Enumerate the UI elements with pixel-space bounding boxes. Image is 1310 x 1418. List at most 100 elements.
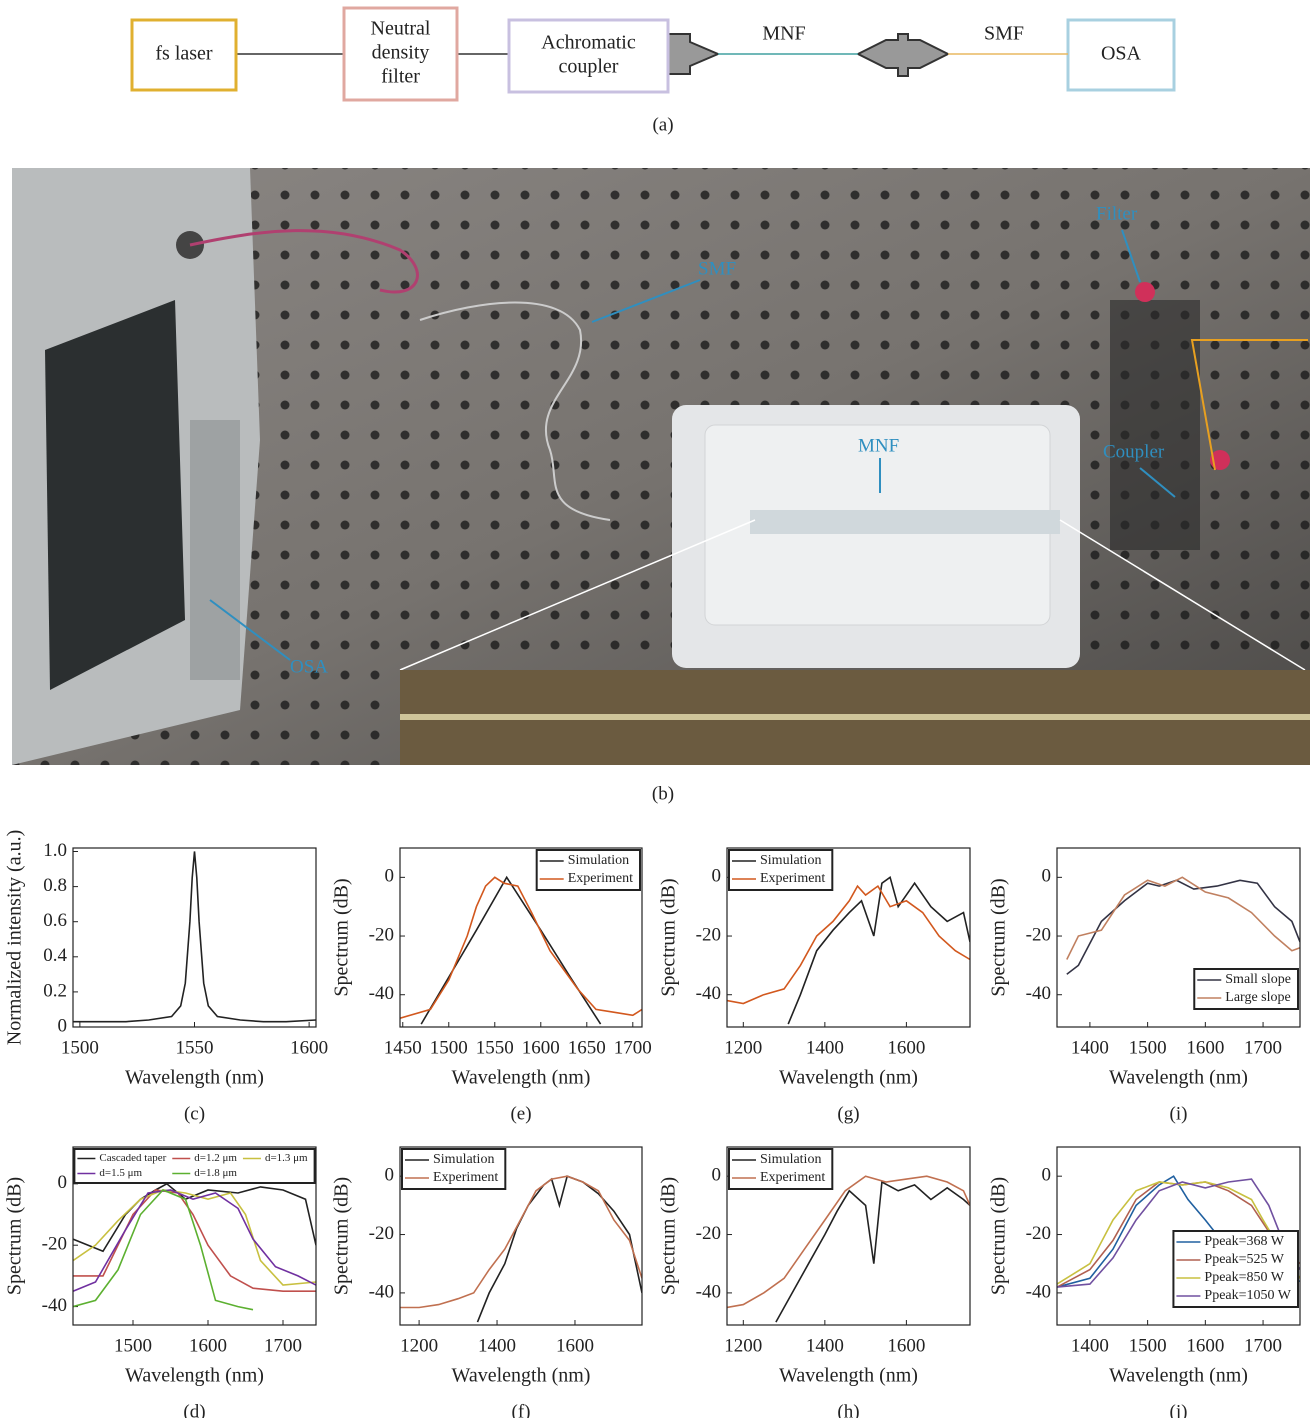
y-tick-label: 0 (712, 866, 722, 887)
series-line (727, 1175, 970, 1309)
y-axis-label: Normalized intensity (a.u.) (4, 830, 26, 1046)
y-tick-label: -20 (1026, 924, 1051, 945)
photo-label: OSA (290, 656, 328, 677)
arrow (1121, 229, 1141, 283)
node-label: density (372, 42, 430, 64)
caption: (c) (184, 1103, 205, 1124)
legend: Small slope Large slope (1193, 968, 1299, 1010)
legend-frame (1172, 1230, 1299, 1308)
y-tick-label: 0 (58, 1015, 68, 1036)
x-tick-label: 1700 (1244, 1037, 1282, 1058)
fiber-label: SMF (984, 23, 1024, 45)
osa-keypad (190, 420, 240, 680)
x-tick-label: 1400 (806, 1037, 844, 1058)
mounts (1110, 300, 1200, 550)
series-line (73, 1189, 316, 1292)
y-tick-label: -40 (369, 1281, 394, 1302)
legend-label: Experiment (760, 1170, 825, 1185)
fiber-connector (667, 33, 721, 75)
legend-label: Small slope (1225, 972, 1291, 987)
y-tick-label: -40 (696, 1281, 721, 1302)
series-line (775, 1180, 970, 1323)
caption: (i) (1170, 1103, 1188, 1124)
x-tick-label: 1600 (556, 1335, 594, 1356)
legend-frame (401, 1148, 507, 1190)
y-tick-label: -20 (369, 1223, 394, 1244)
plot-area (73, 1182, 316, 1311)
y-axis-label: Spectrum (dB) (988, 1177, 1010, 1295)
legend-label: Experiment (568, 871, 633, 886)
osa-screen (45, 300, 185, 690)
x-tick-label: 1600 (887, 1037, 925, 1058)
y-tick-label: 0 (712, 1165, 722, 1186)
y-tick-label: 0.2 (43, 980, 67, 1001)
photo (12, 168, 1310, 765)
x-tick-label: 1500 (61, 1037, 99, 1058)
plot-area (1066, 876, 1300, 975)
legend-label: Ppeak=1050 W (1204, 1288, 1291, 1303)
y-tick-label: -20 (1026, 1223, 1051, 1244)
plot-area (727, 1175, 970, 1323)
x-tick-label: 1700 (614, 1037, 652, 1058)
x-tick-label: 1600 (290, 1037, 328, 1058)
y-tick-label: -20 (42, 1234, 67, 1255)
x-tick-label: 1200 (724, 1335, 762, 1356)
x-tick-label: 1550 (176, 1037, 214, 1058)
series-line (1057, 1181, 1300, 1285)
y-tick-label: 0 (385, 866, 395, 887)
caption: (a) (652, 114, 673, 135)
y-tick-label: 0 (1042, 866, 1052, 887)
legend-label: d=1.5 μm (99, 1167, 142, 1179)
legend: Simulation Experiment (728, 849, 834, 891)
y-axis-label: Spectrum (dB) (658, 1177, 680, 1295)
plot-frame (726, 847, 971, 1028)
x-axis-label: Wavelength (nm) (1109, 1365, 1248, 1387)
x-tick-label: 1650 (568, 1037, 606, 1058)
x-axis-label: Wavelength (nm) (452, 1365, 591, 1387)
legend-label: Simulation (760, 1152, 821, 1167)
node-label: fs laser (155, 43, 213, 65)
series-line (73, 851, 316, 1023)
y-axis-label: Spectrum (dB) (4, 1177, 26, 1295)
plot-frame (72, 1146, 317, 1326)
legend: Simulation Experiment (535, 849, 641, 891)
mnf-image (400, 714, 1310, 720)
y-axis-label: Spectrum (dB) (331, 1177, 353, 1295)
beam-arrow (1190, 339, 1308, 471)
photo-label: MNF (858, 435, 899, 456)
plot-frame (399, 847, 643, 1028)
legend: Cascaded taper d=1.2 μm d=1.3 μm d=1.5 μm d=… (73, 1148, 316, 1184)
series-line (73, 1189, 254, 1311)
node-label: OSA (1101, 43, 1142, 65)
x-tick-label: 1200 (724, 1037, 762, 1058)
cable (189, 229, 419, 294)
caption: (f) (512, 1401, 531, 1418)
y-axis-label: Spectrum (dB) (658, 878, 680, 996)
node-box (342, 6, 459, 102)
legend-label: d=1.3 μm (265, 1152, 308, 1164)
y-tick-label: -40 (369, 983, 394, 1004)
y-tick-label: 0.6 (43, 910, 67, 931)
y-tick-label: -40 (1026, 983, 1051, 1004)
y-axis-label: Spectrum (dB) (331, 878, 353, 996)
caption: (h) (837, 1401, 859, 1418)
plot-frame (72, 847, 317, 1028)
y-tick-label: -20 (696, 924, 721, 945)
x-axis-label: Wavelength (nm) (125, 1067, 264, 1089)
legend: Simulation Experiment (728, 1148, 834, 1190)
caption: (d) (183, 1401, 205, 1418)
photo-label: Filter (1096, 203, 1138, 224)
plot-frame (1056, 1146, 1301, 1326)
x-tick-label: 1400 (1071, 1335, 1109, 1356)
fiber-label: MNF (762, 23, 805, 45)
caption: (e) (510, 1103, 531, 1124)
x-tick-label: 1500 (114, 1335, 152, 1356)
plot-frame (399, 1146, 643, 1326)
x-tick-label: 1500 (430, 1037, 468, 1058)
node-label: filter (381, 66, 420, 88)
series-line (1057, 1178, 1300, 1288)
knob (1135, 282, 1155, 302)
y-axis-label: Spectrum (dB) (988, 878, 1010, 996)
series-line (476, 1175, 642, 1323)
x-tick-label: 1500 (1129, 1335, 1167, 1356)
